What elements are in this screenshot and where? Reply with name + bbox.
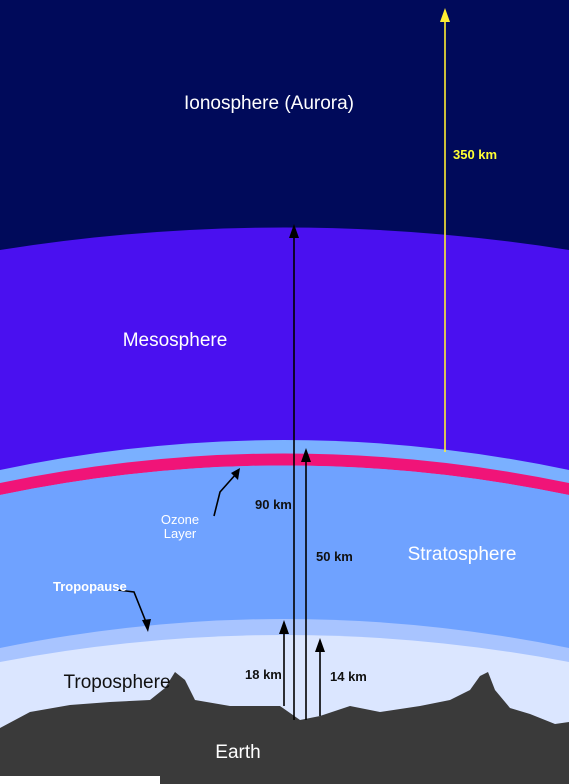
altitude-90km-label: 90 km <box>255 497 292 512</box>
altitude-50km-label: 50 km <box>316 549 353 564</box>
stratosphere-label: Stratosphere <box>408 544 517 565</box>
altitude-18km-label: 18 km <box>245 667 282 682</box>
altitude-350km-arrow <box>440 8 450 452</box>
ozone-label-line1: Ozone <box>161 512 199 527</box>
altitude-14km-arrow <box>315 638 325 716</box>
ionosphere-label: Ionosphere (Aurora) <box>184 93 354 114</box>
bottom-edge-strip <box>0 776 160 784</box>
tropopause-pointer-arrow <box>117 589 151 632</box>
altitude-18km-arrow <box>279 620 289 706</box>
altitude-50km-arrow <box>301 448 311 720</box>
altitude-350km-label: 350 km <box>453 147 497 162</box>
mesosphere-label: Mesosphere <box>123 330 228 351</box>
altitude-90km-arrow <box>289 224 299 720</box>
troposphere-label: Troposphere <box>63 672 170 693</box>
earth-terrain <box>0 672 569 784</box>
tropopause-label: Tropopause <box>53 579 127 594</box>
ozone-band <box>0 453 569 495</box>
ozone-label-line2: Layer <box>164 526 197 541</box>
earth-label: Earth <box>215 742 260 763</box>
altitude-14km-label: 14 km <box>330 669 367 684</box>
ozone-pointer-arrow <box>213 468 240 517</box>
